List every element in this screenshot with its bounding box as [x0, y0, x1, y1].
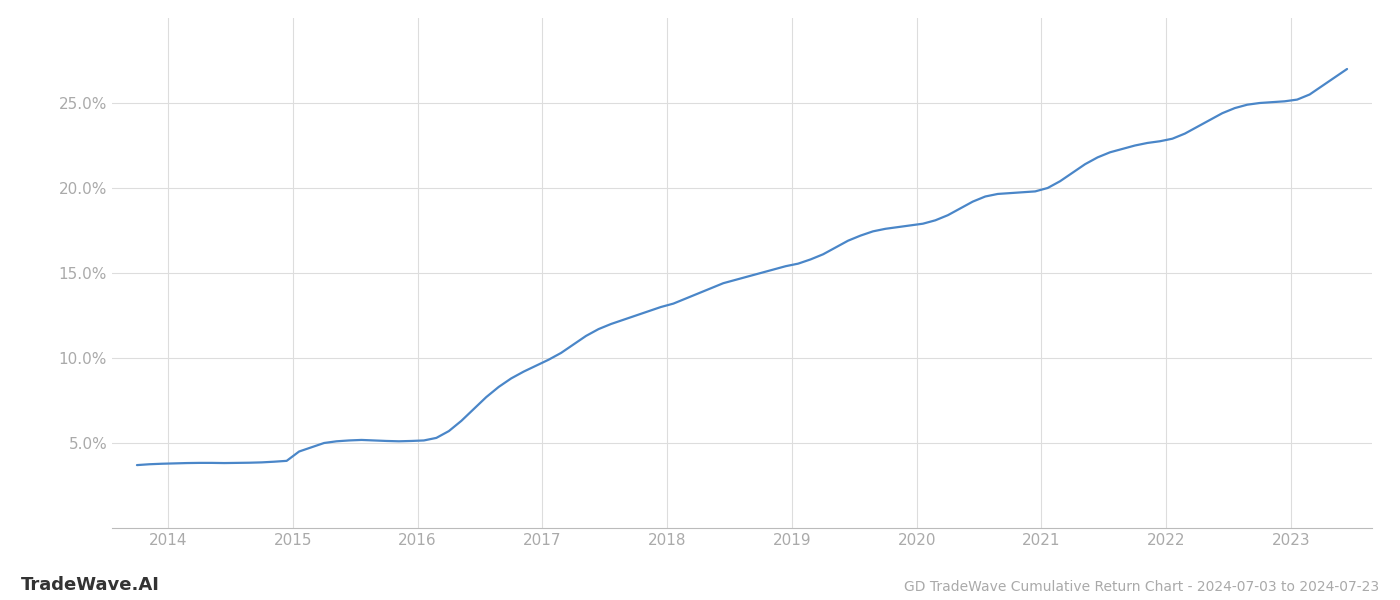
Text: GD TradeWave Cumulative Return Chart - 2024-07-03 to 2024-07-23: GD TradeWave Cumulative Return Chart - 2…	[904, 580, 1379, 594]
Text: TradeWave.AI: TradeWave.AI	[21, 576, 160, 594]
